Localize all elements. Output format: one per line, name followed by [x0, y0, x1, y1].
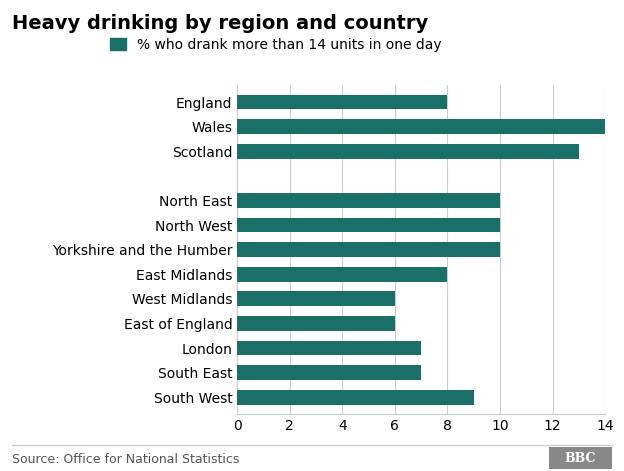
Bar	[237, 242, 500, 257]
Text: Source: Office for National Statistics: Source: Office for National Statistics	[12, 453, 240, 466]
Bar	[237, 144, 579, 159]
Bar	[237, 218, 500, 232]
Bar	[237, 365, 421, 380]
Bar	[237, 267, 447, 282]
Legend: % who drank more than 14 units in one day: % who drank more than 14 units in one da…	[104, 32, 447, 57]
Bar	[237, 119, 605, 134]
Bar	[237, 316, 395, 331]
Bar	[237, 193, 500, 208]
Bar	[237, 292, 395, 306]
Bar	[237, 95, 447, 109]
Text: Heavy drinking by region and country: Heavy drinking by region and country	[12, 14, 429, 33]
Bar	[237, 341, 421, 356]
Text: BBC: BBC	[565, 452, 596, 464]
Bar	[237, 390, 474, 405]
